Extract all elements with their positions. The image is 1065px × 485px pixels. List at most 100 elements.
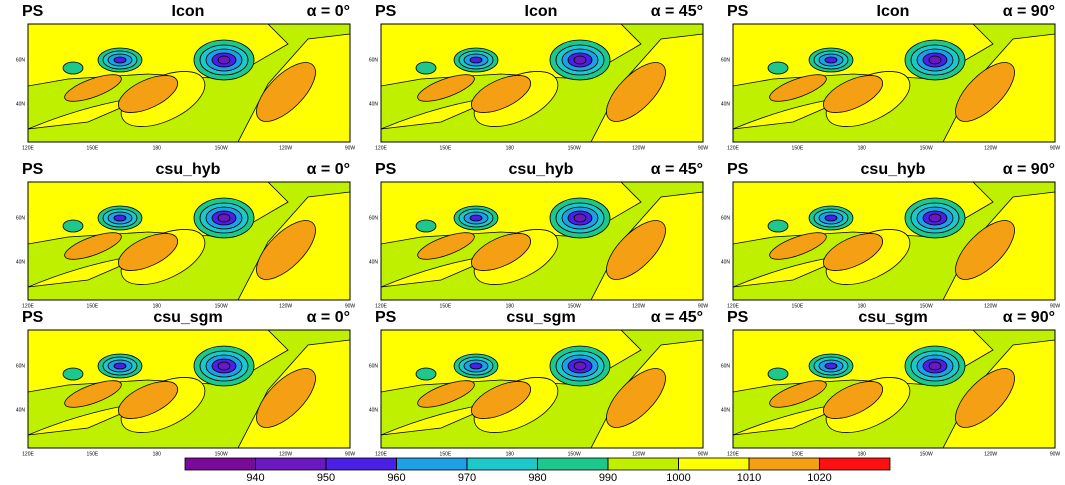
x-tick-label: 120E <box>375 451 387 457</box>
x-tick-label: 90W <box>698 303 709 309</box>
x-tick-label: 180 <box>153 145 162 151</box>
x-tick-label: 150W <box>920 303 933 309</box>
panel-left: PS <box>727 309 749 326</box>
x-tick-label: 150E <box>792 145 804 151</box>
map <box>381 330 703 448</box>
contour <box>769 74 827 102</box>
x-tick-label: 120W <box>279 145 292 151</box>
y-tick-label: 40N <box>369 101 379 107</box>
contour <box>955 368 1015 428</box>
contour <box>823 75 883 113</box>
y-tick-label: 40N <box>721 101 731 107</box>
y-tick-label: 60N <box>369 215 379 221</box>
contour <box>471 233 531 271</box>
panel-left: PS <box>22 309 44 326</box>
x-tick-label: 150E <box>440 145 452 151</box>
contour <box>62 61 84 75</box>
colorbar-box <box>819 457 891 471</box>
contour <box>823 233 883 271</box>
x-tick-label: 120E <box>727 303 739 309</box>
contour <box>767 219 789 233</box>
contour <box>417 232 475 260</box>
x-tick-label: 120W <box>632 145 645 151</box>
x-tick-label: 150W <box>215 303 228 309</box>
contour <box>769 232 827 260</box>
x-tick-label: 150E <box>440 451 452 457</box>
x-tick-label: 180 <box>506 303 515 309</box>
x-tick-label: 180 <box>858 303 867 309</box>
y-tick-label: 60N <box>721 215 731 221</box>
y-tick-label: 40N <box>369 259 379 265</box>
colorbar-box <box>255 457 327 471</box>
x-tick-label: 120E <box>375 303 387 309</box>
y-tick-label: 40N <box>16 259 26 265</box>
contour <box>471 381 531 419</box>
contour <box>469 362 483 370</box>
panel-left: PS <box>375 3 397 20</box>
contour <box>928 213 942 223</box>
panel-right: α = 0° <box>307 3 350 20</box>
map <box>381 182 703 300</box>
x-tick-label: 150W <box>568 303 581 309</box>
contour <box>417 74 475 102</box>
colorbar-label: 940 <box>246 472 264 484</box>
panel-title: csu_hyb <box>156 161 221 178</box>
panel-left: PS <box>22 161 44 178</box>
x-tick-label: 120W <box>632 303 645 309</box>
panel-right: α = 45° <box>651 3 703 20</box>
x-tick-label: 90W <box>1050 145 1061 151</box>
contour <box>469 56 483 64</box>
y-tick-label: 40N <box>721 259 731 265</box>
x-tick-label: 180 <box>153 303 162 309</box>
colorbar-label: 950 <box>317 472 335 484</box>
contour <box>256 220 316 280</box>
panel-right: α = 45° <box>651 309 703 326</box>
y-tick-label: 40N <box>16 407 26 413</box>
x-tick-label: 90W <box>345 145 356 151</box>
contour <box>573 361 587 371</box>
panel-right: α = 90° <box>1003 161 1055 178</box>
y-tick-label: 60N <box>369 363 379 369</box>
contour <box>928 55 942 65</box>
contour <box>928 361 942 371</box>
x-tick-label: 90W <box>345 451 356 457</box>
x-tick-label: 120W <box>984 145 997 151</box>
map <box>733 24 1055 142</box>
contour <box>469 214 483 222</box>
panel-title: csu_sgm <box>858 309 927 326</box>
map-frame <box>27 23 351 143</box>
contour <box>573 213 587 223</box>
x-tick-label: 180 <box>506 145 515 151</box>
contour <box>118 75 178 113</box>
colorbar-box <box>466 457 538 471</box>
map <box>28 24 350 142</box>
panel-left: PS <box>727 3 749 20</box>
contour <box>62 367 84 381</box>
contour <box>256 62 316 122</box>
panel-left: PS <box>727 161 749 178</box>
x-tick-label: 90W <box>698 451 709 457</box>
y-tick-label: 60N <box>16 215 26 221</box>
contour <box>217 361 231 371</box>
x-tick-label: 120W <box>279 303 292 309</box>
x-tick-label: 120E <box>375 145 387 151</box>
contour <box>767 367 789 381</box>
map-frame <box>732 329 1056 449</box>
colorbar-label: 970 <box>458 472 476 484</box>
x-tick-label: 180 <box>858 451 867 457</box>
contour <box>573 55 587 65</box>
contour <box>217 213 231 223</box>
y-tick-label: 40N <box>721 407 731 413</box>
contour <box>415 219 437 233</box>
x-tick-label: 90W <box>698 145 709 151</box>
colorbar-label: 990 <box>599 472 617 484</box>
colorbar-box <box>607 457 679 471</box>
x-tick-label: 150W <box>920 145 933 151</box>
contour <box>217 55 231 65</box>
y-tick-label: 40N <box>369 407 379 413</box>
panel-title: csu_sgm <box>506 309 575 326</box>
contour <box>823 381 883 419</box>
x-tick-label: 120E <box>22 303 34 309</box>
x-tick-label: 150W <box>568 451 581 457</box>
colorbar-box <box>396 457 468 471</box>
